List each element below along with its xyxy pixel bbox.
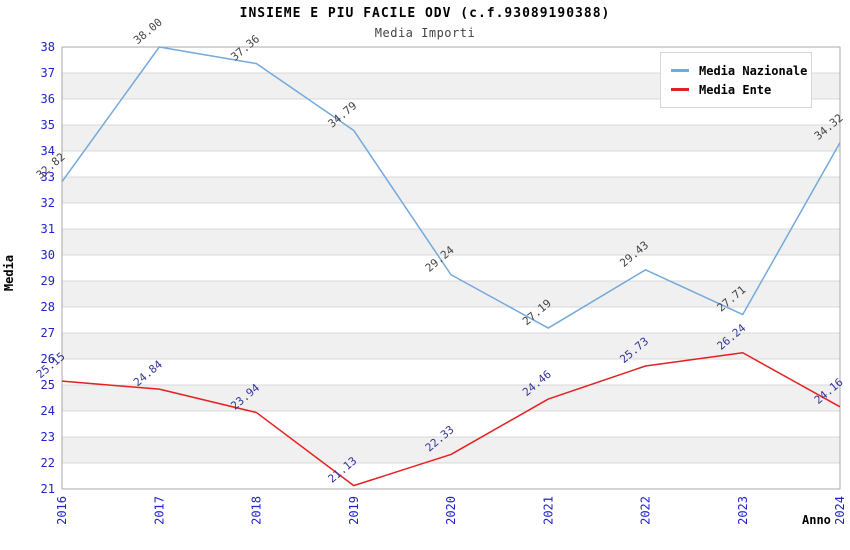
y-tick-label: 22: [41, 456, 55, 470]
grid-band: [62, 125, 840, 151]
plot-border: [61, 46, 841, 490]
x-tick-label: 2023: [736, 496, 750, 525]
y-tick-label: 34: [41, 144, 55, 158]
y-tick-label: 35: [41, 118, 55, 132]
grid-band: [62, 463, 840, 489]
chart-subtitle: Media Importi: [374, 26, 476, 40]
grid-band: [62, 177, 840, 203]
legend: Media Nazionale Media Ente: [660, 52, 812, 108]
x-tick-label: 2019: [347, 496, 361, 525]
grid-band: [62, 411, 840, 437]
x-tick-labels: 2016 2017 2018 2019 2020 2021 2022 2023 2024: [55, 496, 847, 525]
grid-band: [62, 333, 840, 359]
y-tick-label: 32: [41, 196, 55, 210]
legend-label-media-ente: Media Ente: [699, 82, 772, 97]
gridlines: [62, 46, 840, 490]
legend-swatch-media-nazionale-icon: [671, 69, 689, 72]
grid-band: [62, 359, 840, 385]
grid-bands: [62, 47, 840, 489]
legend-label-media-nazionale: Media Nazionale: [699, 63, 808, 78]
line-media-nazionale: [61, 46, 841, 329]
y-tick-label: 33: [41, 170, 55, 184]
y-tick-label: 30: [41, 248, 55, 262]
legend-swatch-media-ente-icon: [671, 88, 689, 91]
y-tick-label: 26: [41, 352, 55, 366]
y-tick-label: 23: [41, 430, 55, 444]
line-media-ente: [61, 352, 841, 487]
x-tick-label: 2024: [833, 496, 847, 525]
legend-item-media-nazionale: Media Nazionale: [671, 61, 811, 80]
y-tick-label: 27: [41, 326, 55, 340]
y-tick-label: 37: [41, 66, 55, 80]
y-tick-label: 29: [41, 274, 55, 288]
y-tick-label: 21: [41, 482, 55, 496]
x-tick-label: 2022: [639, 496, 653, 525]
x-tick-label: 2017: [152, 496, 166, 525]
x-tick-label: 2020: [444, 496, 458, 525]
grid-band: [62, 203, 840, 229]
grid-band: [62, 255, 840, 281]
grid-band: [62, 151, 840, 177]
grid-band: [62, 385, 840, 411]
x-tick-label: 2021: [541, 496, 555, 525]
y-tick-label: 28: [41, 300, 55, 314]
point-label: 38.00: [131, 16, 165, 47]
y-axis-title: Media: [2, 254, 16, 292]
grid-band: [62, 281, 840, 307]
x-tick-label: 2018: [250, 496, 264, 525]
y-tick-label: 36: [41, 92, 55, 106]
x-tick-label: 2016: [55, 496, 69, 525]
grid-band: [62, 229, 840, 255]
y-tick-label: 25: [41, 378, 55, 392]
grid-band: [62, 437, 840, 463]
y-tick-labels: 21 22 23 24 25 26 27 28 29 30 31 32 33 34 35 36 37 38: [41, 40, 55, 496]
x-axis-title: Anno: [802, 513, 831, 527]
y-tick-label: 24: [41, 404, 55, 418]
y-tick-label: 31: [41, 222, 55, 236]
y-tick-label: 38: [41, 40, 55, 54]
grid-band: [62, 307, 840, 333]
legend-item-media-ente: Media Ente: [671, 80, 811, 99]
chart-title: INSIEME E PIU FACILE ODV (c.f.9308919038…: [239, 6, 611, 21]
